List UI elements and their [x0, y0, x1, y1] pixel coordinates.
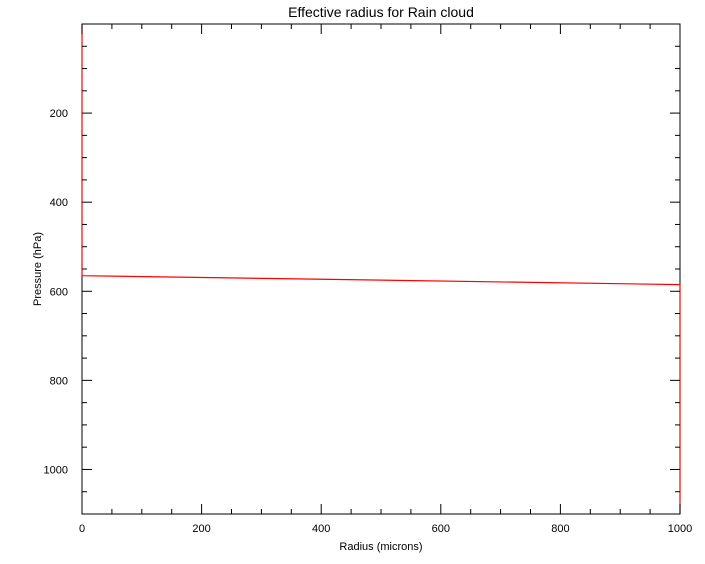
x-axis: 0 200 400 600 800 1000 [79, 24, 692, 535]
y-tick-label: 200 [50, 108, 68, 120]
plot-frame [81, 23, 681, 515]
y-axis: 200 400 600 800 1000 [44, 45, 680, 493]
y-tick-label: 800 [50, 375, 68, 387]
y-tick-label: 400 [50, 197, 68, 209]
y-tick-label: 600 [50, 286, 68, 298]
x-tick-label: 600 [432, 523, 450, 535]
plot-area [81, 23, 681, 515]
x-axis-label: Radius (microns) [339, 541, 422, 553]
chart-title: Effective radius for Rain cloud [288, 4, 474, 20]
x-tick-label: 800 [551, 523, 569, 535]
x-tick-label: 0 [79, 523, 85, 535]
x-tick-label: 1000 [668, 523, 692, 535]
x-tick-label: 200 [192, 523, 210, 535]
y-axis-label: Pressure (hPa) [32, 232, 44, 306]
x-tick-label: 400 [312, 523, 330, 535]
series-line [81, 24, 681, 514]
y-tick-label: 1000 [44, 464, 68, 476]
